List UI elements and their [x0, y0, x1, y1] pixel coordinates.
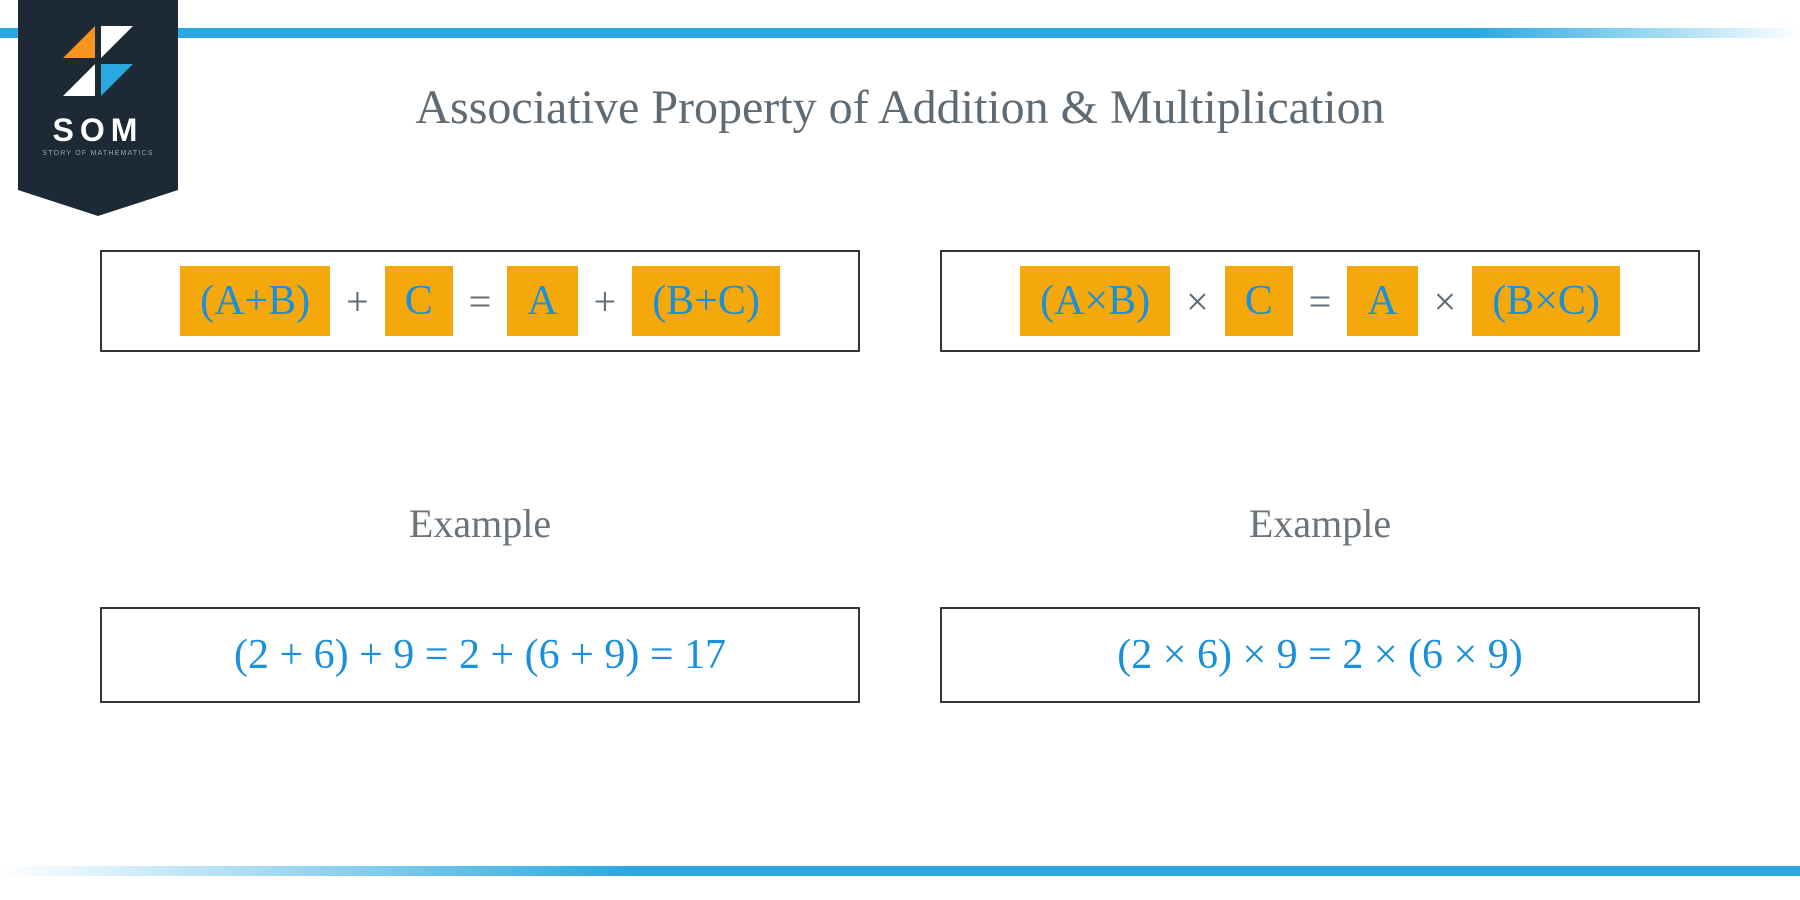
page-title: Associative Property of Addition & Multi…	[0, 80, 1800, 135]
logo-badge: SOM STORY OF MATHEMATICS	[18, 0, 178, 190]
bottom-bar-fade	[0, 866, 630, 876]
addition-example-box: (2 + 6) + 9 = 2 + (6 + 9) = 17	[100, 607, 860, 703]
logo-mark-icon	[63, 26, 133, 96]
bottom-accent-bar	[0, 866, 1800, 876]
multiplication-formula-box: (A×B) × C = A × (B×C)	[940, 250, 1700, 352]
multiplication-rhs-single: A	[1347, 266, 1417, 336]
addition-rhs-single: A	[507, 266, 577, 336]
multiplication-rhs-group: (B×C)	[1472, 266, 1620, 336]
logo-text: SOM	[53, 114, 144, 146]
addition-op2: +	[592, 278, 619, 325]
addition-rhs-group: (B+C)	[632, 266, 780, 336]
top-accent-bar	[0, 28, 1800, 38]
multiplication-example-box: (2 × 6) × 9 = 2 × (6 × 9)	[940, 607, 1700, 703]
logo-subtitle: STORY OF MATHEMATICS	[42, 150, 153, 157]
multiplication-op2: ×	[1432, 278, 1459, 325]
bottom-bar-solid	[630, 866, 1800, 876]
formula-row: (A+B) + C = A + (B+C) (A×B) × C = A × (B…	[100, 250, 1700, 352]
addition-equals: =	[467, 278, 494, 325]
addition-lhs-group: (A+B)	[180, 266, 330, 336]
addition-formula-box: (A+B) + C = A + (B+C)	[100, 250, 860, 352]
addition-op1: +	[344, 278, 371, 325]
multiplication-lhs-group: (A×B)	[1020, 266, 1170, 336]
addition-lhs-single: C	[385, 266, 453, 336]
multiplication-example-column: Example (2 × 6) × 9 = 2 × (6 × 9)	[940, 500, 1700, 703]
multiplication-equals: =	[1307, 278, 1334, 325]
top-bar-fade	[1476, 28, 1800, 38]
example-row: Example (2 + 6) + 9 = 2 + (6 + 9) = 17 E…	[100, 500, 1700, 703]
addition-example-column: Example (2 + 6) + 9 = 2 + (6 + 9) = 17	[100, 500, 860, 703]
top-bar-solid	[0, 28, 1476, 38]
multiplication-example-label: Example	[940, 500, 1700, 547]
multiplication-lhs-single: C	[1225, 266, 1293, 336]
addition-example-label: Example	[100, 500, 860, 547]
multiplication-op1: ×	[1184, 278, 1211, 325]
